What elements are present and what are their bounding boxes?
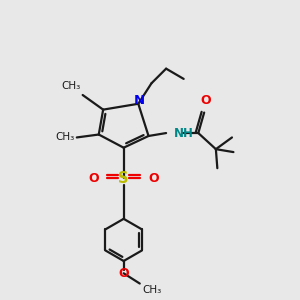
Text: N: N (134, 94, 145, 107)
Text: CH₃: CH₃ (61, 82, 80, 92)
Text: O: O (148, 172, 159, 185)
Text: O: O (118, 267, 129, 280)
Text: O: O (200, 94, 211, 107)
Text: CH₃: CH₃ (142, 285, 161, 295)
Text: NH: NH (173, 127, 193, 140)
Text: S: S (118, 171, 129, 186)
Text: CH₃: CH₃ (55, 132, 74, 142)
Text: O: O (88, 172, 99, 185)
